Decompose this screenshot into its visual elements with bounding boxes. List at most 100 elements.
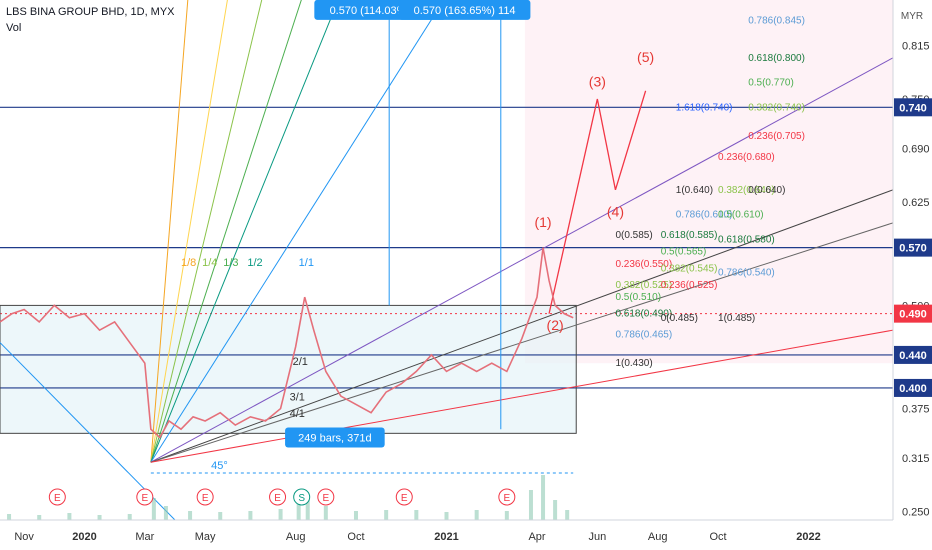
wave-label: (3) bbox=[589, 74, 606, 90]
volume-bar bbox=[565, 510, 570, 520]
wave-projection bbox=[548, 90, 647, 314]
event-marker bbox=[136, 488, 154, 506]
gann-fan-line bbox=[150, 0, 339, 463]
volume-bar bbox=[278, 509, 283, 520]
price-badge-label: 0.490 bbox=[899, 309, 927, 321]
fib-level-label: 0.382(0.525) bbox=[615, 280, 672, 291]
measure-badge bbox=[398, 0, 531, 20]
y-tick-label: 0.375 bbox=[902, 404, 930, 416]
y-tick-label: 0.250 bbox=[902, 507, 930, 519]
fib-level-label: 0.236(0.680) bbox=[718, 152, 775, 163]
event-marker bbox=[48, 488, 66, 506]
fib-level-label: 0.618(0.800) bbox=[748, 53, 805, 64]
fib-level-label: 0.382(0.740) bbox=[748, 102, 805, 113]
price-line bbox=[0, 247, 574, 439]
event-marker-label: E bbox=[54, 493, 61, 504]
measure-badge-label: 0.570 (163.65%) 114 bbox=[414, 5, 516, 17]
wave-label: (1) bbox=[534, 214, 551, 230]
volume-bar bbox=[218, 512, 223, 520]
volume-bar bbox=[296, 490, 301, 520]
x-tick-label: Oct bbox=[709, 531, 726, 543]
volume-bar bbox=[474, 510, 479, 520]
measure-badge bbox=[285, 427, 385, 448]
y-tick-label: 0.815 bbox=[902, 40, 930, 52]
event-marker-label: E bbox=[504, 493, 511, 504]
fib-level-label: 0(0.640) bbox=[748, 185, 785, 196]
price-badge bbox=[894, 345, 932, 364]
currency-label: MYR bbox=[901, 11, 923, 22]
volume-bar bbox=[541, 475, 546, 520]
wave-label: (5) bbox=[637, 49, 654, 65]
price-badge-label: 0.740 bbox=[899, 102, 927, 114]
volume-bar bbox=[323, 506, 328, 520]
event-marker-label: E bbox=[322, 493, 329, 504]
fib-level-label: 0.5(0.770) bbox=[748, 78, 794, 89]
fib-level-label: 1.618(0.740) bbox=[676, 102, 733, 113]
y-tick-label: 0.315 bbox=[902, 453, 930, 465]
gann-fan-line bbox=[150, 189, 894, 463]
wave-label: (4) bbox=[607, 203, 624, 219]
fib-level-label: 0.786(0.845) bbox=[748, 16, 805, 27]
fib-level-label: 0.5(0.510) bbox=[615, 292, 661, 303]
gann-label: 1/3 bbox=[223, 257, 238, 269]
fib-level-label: 0(0.585) bbox=[615, 230, 652, 241]
projection-zone bbox=[524, 0, 893, 364]
fib-level-label: 0.382(0.545) bbox=[661, 263, 718, 274]
x-tick-label: May bbox=[195, 531, 216, 543]
x-tick-label: 2022 bbox=[796, 531, 820, 543]
event-marker bbox=[293, 488, 311, 506]
volume-bar bbox=[163, 506, 168, 520]
event-marker bbox=[395, 488, 413, 506]
x-tick-label: Oct bbox=[347, 531, 364, 543]
event-marker-label: S bbox=[298, 493, 305, 504]
measure-badge-label: 249 bars, 371d bbox=[298, 432, 371, 444]
x-tick-label: Aug bbox=[286, 531, 306, 543]
symbol-title: LBS BINA GROUP BHD, 1D, MYX bbox=[6, 6, 175, 18]
x-tick-label: Nov bbox=[14, 531, 34, 543]
volume-legend[interactable]: Vol bbox=[6, 22, 22, 34]
gann-fan-line bbox=[150, 222, 894, 463]
event-marker-label: E bbox=[141, 493, 148, 504]
fib-level-label: 0.236(0.705) bbox=[748, 131, 805, 142]
event-marker-label: E bbox=[274, 493, 281, 504]
fib-level-label: 0.5(0.610) bbox=[718, 210, 764, 221]
x-tick-label: Apr bbox=[528, 531, 545, 543]
time-axis-bg bbox=[0, 520, 932, 550]
x-tick-label: Jun bbox=[588, 531, 606, 543]
fib-level-label: 0.5(0.565) bbox=[661, 247, 707, 258]
wave-label: (2) bbox=[547, 317, 564, 333]
gann-fan-line bbox=[150, 0, 189, 463]
x-tick-label: Aug bbox=[648, 531, 668, 543]
volume-bar bbox=[188, 511, 193, 520]
event-marker bbox=[317, 488, 335, 506]
fib-level-label: 0.382(0.640) bbox=[718, 185, 775, 196]
fib-level-label: 0.786(0.465) bbox=[615, 329, 672, 340]
gann-fan-line bbox=[150, 0, 445, 463]
price-badge-label: 0.440 bbox=[899, 350, 927, 362]
y-tick-label: 0.625 bbox=[902, 197, 930, 209]
price-badge bbox=[894, 238, 932, 257]
fib-level-label: 0.618(0.585) bbox=[661, 230, 718, 241]
x-tick-label: 2021 bbox=[434, 531, 458, 543]
gann-label: 1/1 bbox=[299, 257, 314, 269]
volume-bar bbox=[504, 511, 509, 520]
fib-level-label: 1(0.640) bbox=[676, 185, 713, 196]
event-marker bbox=[196, 488, 214, 506]
fib-level-label: 1(0.485) bbox=[718, 313, 755, 324]
event-marker bbox=[269, 488, 287, 506]
volume-bar bbox=[444, 512, 449, 520]
fib-level-label: 1(0.430) bbox=[615, 358, 652, 369]
date-range-zone bbox=[0, 305, 577, 434]
volume-bar bbox=[384, 510, 389, 520]
gann-fan-line bbox=[150, 0, 263, 463]
price-badge bbox=[894, 98, 932, 117]
volume-bar bbox=[414, 510, 419, 520]
event-marker-label: E bbox=[202, 493, 209, 504]
x-tick-label: 2020 bbox=[72, 531, 96, 543]
fib-level-label: 0.618(0.580) bbox=[718, 234, 775, 245]
price-axis-bg bbox=[893, 0, 932, 550]
volume-bar bbox=[67, 513, 72, 520]
volume-bar bbox=[151, 498, 156, 520]
fib-level-label: 0.786(0.610) bbox=[676, 210, 733, 221]
